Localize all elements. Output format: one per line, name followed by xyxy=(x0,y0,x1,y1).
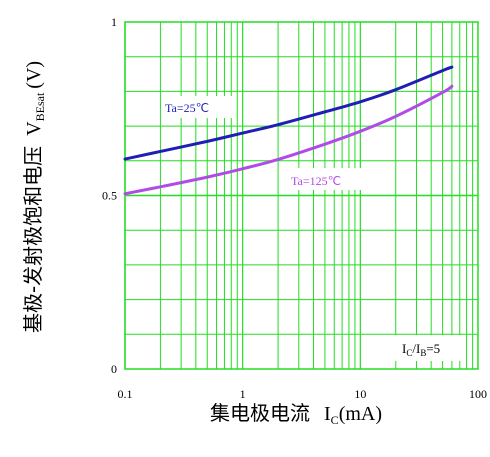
cond-sub1: C xyxy=(406,348,412,358)
series-line-1 xyxy=(123,84,454,196)
cond-sub2: B xyxy=(420,348,426,358)
svg-text:基极-发射极饱和电压VBEsat(V): 基极-发射极饱和电压 VBEsat (V) xyxy=(21,61,47,333)
x-tick-label: 1 xyxy=(240,387,246,401)
series-label-25-text: Ta=25℃ xyxy=(165,101,209,115)
series-group xyxy=(123,65,454,196)
y-axis-symbol: V xyxy=(23,121,45,136)
cond-tail: =5 xyxy=(426,341,440,356)
x-tick-label: 0.1 xyxy=(118,387,133,401)
y-axis-unit: (V) xyxy=(23,61,45,89)
x-tick-label: 100 xyxy=(469,387,487,401)
x-axis-title-text: 集电极电流 xyxy=(210,401,310,425)
grid xyxy=(124,21,478,370)
series-label-125-text: Ta=125℃ xyxy=(291,174,341,188)
svg-text:IC/IB=5: IC/IB=5 xyxy=(402,341,440,358)
cond-sym1: I xyxy=(402,341,406,356)
series-label-25: Ta=25℃ xyxy=(163,96,235,118)
x-axis-unit: (mA) xyxy=(339,403,382,425)
y-tick-label: 1 xyxy=(111,15,117,29)
y-axis-title-text: 基极-发射极饱和电压 xyxy=(21,146,45,333)
x-axis-title: 集电极电流 IC(mA) xyxy=(210,401,382,427)
series-line-0 xyxy=(123,65,454,161)
series-label-125: Ta=125℃ xyxy=(284,168,366,190)
axes xyxy=(124,21,479,370)
x-axis-symbol: I xyxy=(324,403,331,425)
y-tick-label: 0.5 xyxy=(102,189,117,203)
plot-border xyxy=(124,21,479,370)
y-axis-title: 基极-发射极饱和电压 VBEsat (V) xyxy=(21,61,47,333)
condition-label: IC/IB=5 xyxy=(392,335,462,361)
x-tick-label: 10 xyxy=(354,387,366,401)
y-tick-label: 0 xyxy=(111,362,117,376)
y-axis-sub: BEsat xyxy=(33,92,47,121)
tick-labels: 0.1 1 10 100 0 0.5 1 xyxy=(102,15,487,401)
x-axis-sub: C xyxy=(331,413,339,427)
cond-sep: /I xyxy=(412,341,420,356)
